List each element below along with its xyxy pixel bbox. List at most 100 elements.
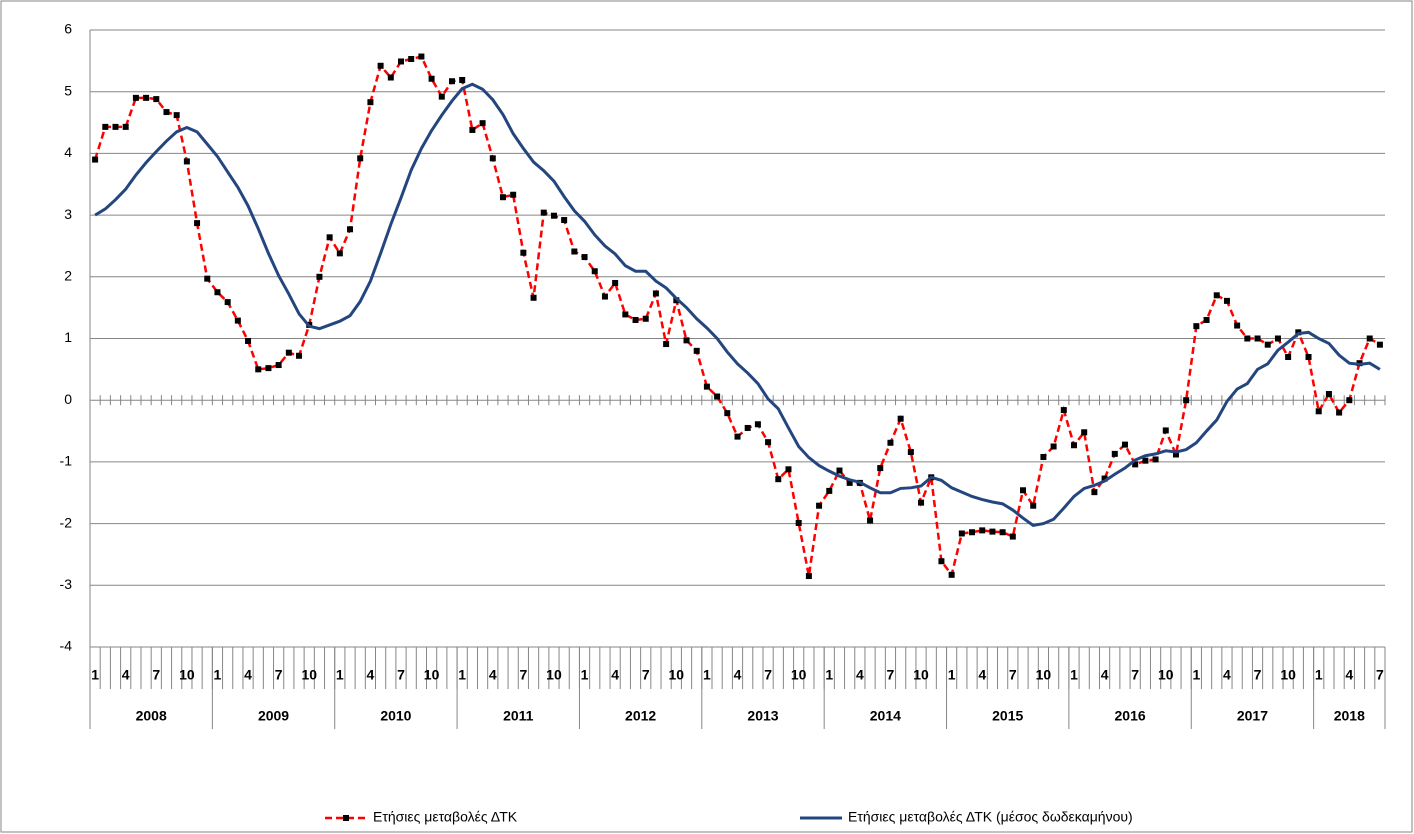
year-label: 2015 <box>992 708 1023 724</box>
marker <box>326 234 333 241</box>
x-tick-label: 1 <box>581 667 589 683</box>
y-tick-label: 5 <box>64 82 72 98</box>
marker <box>907 449 914 456</box>
marker <box>1050 443 1057 450</box>
marker <box>948 571 955 578</box>
marker <box>1132 461 1139 468</box>
marker <box>510 191 517 198</box>
marker <box>1009 533 1016 540</box>
x-tick-label: 1 <box>703 667 711 683</box>
x-tick-label: 10 <box>669 667 685 683</box>
marker <box>1223 297 1230 304</box>
x-tick-label: 4 <box>1101 667 1109 683</box>
x-tick-label: 1 <box>1315 667 1323 683</box>
y-tick-label: 4 <box>64 144 72 160</box>
x-tick-label: 4 <box>489 667 497 683</box>
legend-label: Ετήσιες μεταβολές ΔΤΚ (μέσος δωδεκαμήνου… <box>848 809 1133 825</box>
marker <box>479 120 486 127</box>
marker <box>255 366 262 373</box>
marker <box>561 217 568 224</box>
marker <box>143 94 150 101</box>
x-tick-label: 1 <box>825 667 833 683</box>
marker <box>601 293 608 300</box>
marker <box>1366 335 1373 342</box>
marker <box>224 299 231 306</box>
x-tick-label: 1 <box>1070 667 1078 683</box>
marker <box>1162 427 1169 434</box>
marker <box>520 249 527 256</box>
marker <box>683 337 690 344</box>
marker <box>591 268 598 275</box>
marker <box>132 94 139 101</box>
marker <box>357 155 364 162</box>
marker <box>1346 397 1353 404</box>
x-tick-label: 10 <box>791 667 807 683</box>
x-tick-label: 7 <box>1131 667 1139 683</box>
marker <box>867 517 874 524</box>
year-label: 2008 <box>136 708 167 724</box>
marker <box>1274 335 1281 342</box>
x-tick-label: 10 <box>424 667 440 683</box>
marker <box>1081 429 1088 436</box>
marker <box>194 220 201 227</box>
marker <box>612 279 619 286</box>
x-tick-label: 1 <box>948 667 956 683</box>
marker <box>1315 408 1322 415</box>
marker <box>999 529 1006 536</box>
marker <box>826 487 833 494</box>
x-tick-label: 7 <box>519 667 527 683</box>
x-tick-label: 10 <box>301 667 317 683</box>
marker <box>1060 407 1067 414</box>
marker <box>969 529 976 536</box>
marker <box>173 112 180 119</box>
y-tick-label: 0 <box>64 391 72 407</box>
marker <box>1203 316 1210 323</box>
x-tick-label: 7 <box>887 667 895 683</box>
marker <box>846 479 853 486</box>
marker <box>785 466 792 473</box>
marker <box>1172 451 1179 458</box>
y-tick-label: 1 <box>64 329 72 345</box>
marker <box>1142 457 1149 464</box>
marker <box>918 499 925 506</box>
marker <box>775 476 782 483</box>
marker <box>754 421 761 428</box>
marker <box>438 93 445 100</box>
marker <box>1336 409 1343 416</box>
y-tick-label: -4 <box>60 638 73 654</box>
legend-label: Ετήσιες μεταβολές ΔΤΚ <box>373 809 518 825</box>
marker <box>816 502 823 509</box>
year-label: 2016 <box>1115 708 1146 724</box>
x-tick-label: 7 <box>397 667 405 683</box>
marker <box>979 527 986 534</box>
marker <box>469 126 476 133</box>
marker <box>805 573 812 580</box>
marker <box>122 123 129 130</box>
marker <box>550 212 557 219</box>
marker <box>387 74 394 81</box>
year-label: 2011 <box>503 708 534 724</box>
marker <box>245 337 252 344</box>
marker <box>1325 391 1332 398</box>
x-tick-label: 1 <box>91 667 99 683</box>
x-tick-label: 7 <box>152 667 160 683</box>
marker <box>1091 489 1098 496</box>
x-tick-label: 4 <box>978 667 986 683</box>
marker <box>102 123 109 130</box>
x-tick-label: 10 <box>546 667 562 683</box>
year-label: 2013 <box>747 708 778 724</box>
y-tick-label: 2 <box>64 268 72 284</box>
y-tick-label: -2 <box>60 514 73 530</box>
marker <box>836 467 843 474</box>
marker <box>336 250 343 257</box>
marker <box>459 76 466 83</box>
marker <box>1040 453 1047 460</box>
marker <box>1193 323 1200 330</box>
marker <box>183 158 190 165</box>
series-line <box>94 82 1381 528</box>
marker <box>1101 475 1108 482</box>
marker <box>489 155 496 162</box>
marker <box>1183 397 1190 404</box>
x-tick-label: 7 <box>1009 667 1017 683</box>
